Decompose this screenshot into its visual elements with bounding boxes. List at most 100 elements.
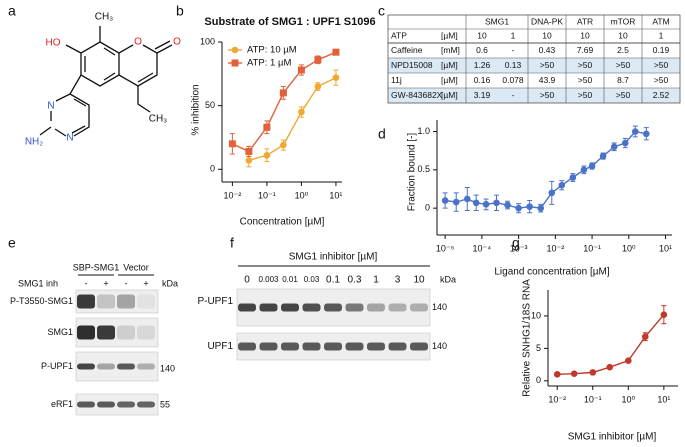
x-tick-label: 10⁻² [224, 190, 242, 200]
bond [118, 44, 158, 87]
table-cell: >50 [578, 75, 593, 85]
point [621, 139, 629, 147]
point [441, 197, 449, 204]
table-cell: >50 [540, 90, 555, 100]
table-cell: 11j [391, 75, 402, 85]
band [324, 342, 342, 351]
size-marker: 140 [432, 302, 447, 312]
lane-label: - [85, 278, 88, 288]
point [493, 199, 500, 207]
table-header: mTOR [611, 16, 636, 26]
point [588, 162, 596, 170]
point [245, 157, 253, 164]
point [625, 357, 632, 365]
point [553, 371, 561, 378]
series-line [248, 77, 337, 162]
band [117, 401, 135, 408]
point [463, 195, 471, 203]
x-tick-label: 10⁻² [548, 394, 566, 404]
band [281, 303, 299, 312]
point [279, 89, 287, 97]
band [77, 294, 95, 309]
row-label: P-UPF1 [41, 361, 73, 371]
row-shade [388, 58, 680, 73]
band [137, 401, 155, 408]
bond [80, 41, 120, 87]
table-cell: 3.19 [474, 90, 491, 100]
y-tick-label: 100 [200, 36, 215, 46]
x-tick-label: 10⁻⁴ [473, 243, 492, 253]
table-cell: 0.19 [653, 45, 670, 55]
lane-label: 0.003 [258, 275, 279, 284]
atom-label: O [173, 37, 181, 48]
group-label: Vector [123, 262, 149, 272]
atom-label: NH₂ [25, 137, 43, 148]
table-header: DNA-PK [531, 16, 563, 26]
atom-label: CH₃ [95, 12, 114, 23]
band [77, 363, 95, 370]
y-tick-label: 0.5 [417, 164, 430, 174]
point [569, 174, 577, 181]
lane-label: 1 [373, 275, 379, 286]
kda-label: kDa [440, 274, 456, 284]
x-axis-label: Concentration [µM] [240, 217, 325, 228]
table-cell: >50 [578, 90, 593, 100]
x-tick-label: 10¹ [657, 394, 670, 404]
row-label: UPF1 [207, 341, 233, 352]
table-cell: 8.7 [617, 75, 629, 85]
lane-label: 0.01 [282, 275, 298, 284]
table-cell: [mM] [441, 45, 460, 55]
x-tick-label: 10⁰ [295, 190, 309, 200]
table-cell: ATP [391, 30, 407, 40]
atom-label: HO [46, 38, 61, 49]
table-cell: >50 [616, 90, 631, 100]
y-tick-label: 50 [205, 100, 215, 110]
atom-label: N [47, 101, 54, 112]
x-axis-label: Ligand concentration [µM] [494, 267, 609, 278]
band [137, 325, 155, 340]
y-axis-label: Relative SNHG1/18S RNA [522, 279, 533, 397]
size-marker: 55 [160, 399, 170, 409]
bond [154, 40, 173, 54]
table-header: ATR [577, 16, 593, 26]
table-header: SMG1 [485, 16, 509, 26]
panel-label: g [512, 235, 520, 251]
point [558, 181, 566, 189]
band [281, 342, 299, 351]
point [504, 201, 511, 209]
lane-label: 3 [395, 275, 401, 286]
table-cell: 10 [542, 30, 552, 40]
band [77, 325, 95, 340]
x-tick-label: 10⁰ [622, 243, 636, 253]
point [537, 204, 545, 212]
band [388, 303, 407, 312]
table-cell: 0.16 [474, 75, 491, 85]
band [324, 303, 342, 312]
y-axis-label: % inhibition [191, 84, 202, 135]
legend-marker [231, 59, 239, 67]
band [117, 325, 135, 340]
panel-label: f [230, 235, 234, 251]
band [345, 342, 364, 351]
band [117, 294, 135, 309]
point [482, 201, 490, 208]
lane-label: + [143, 278, 148, 288]
table-cell: 10 [580, 30, 590, 40]
y-tick-label: 10 [531, 310, 541, 320]
point [332, 74, 340, 81]
blot-panel [75, 289, 159, 314]
point [643, 130, 650, 138]
band [410, 303, 428, 312]
table-cell: NPD15008 [391, 60, 433, 70]
band [97, 294, 115, 309]
band [238, 303, 256, 312]
bond [84, 47, 116, 81]
table-cell: [µM] [441, 75, 458, 85]
point [606, 363, 614, 371]
y-axis-label: Fraction bound [-] [407, 133, 418, 212]
table-border [387, 14, 681, 104]
lane-label: 10 [413, 275, 425, 286]
table-header: ATM [652, 16, 669, 26]
table-cell: [µM] [441, 30, 458, 40]
y-tick-label: 1.0 [417, 126, 430, 136]
